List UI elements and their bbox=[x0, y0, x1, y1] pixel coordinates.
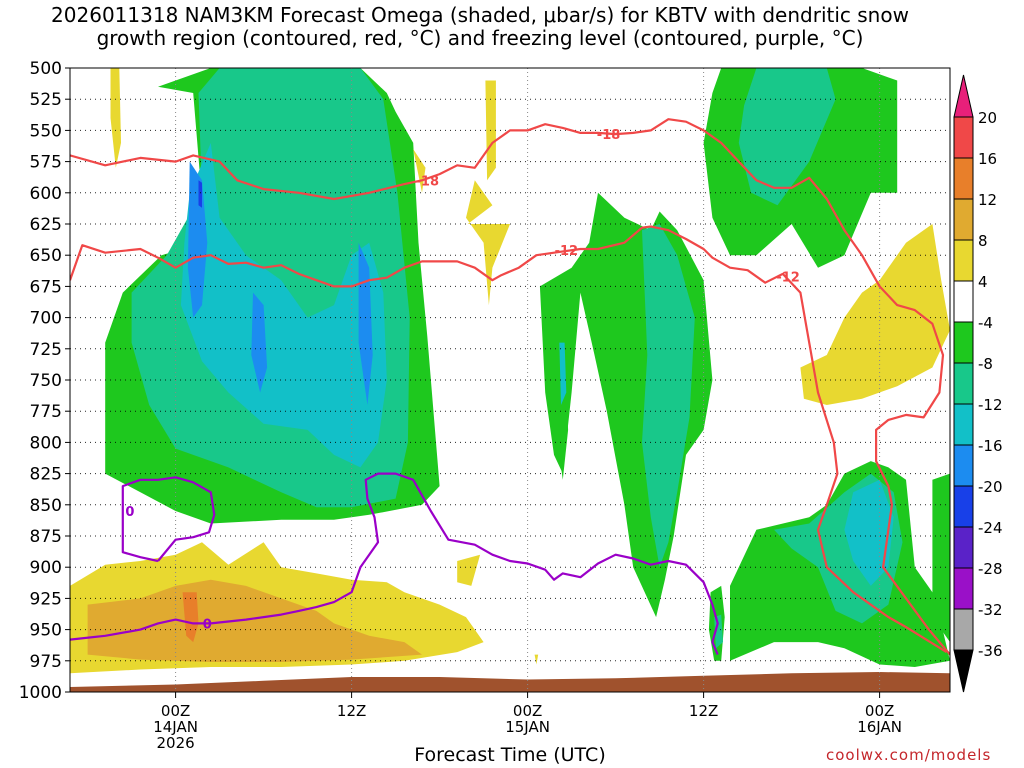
colorbar-swatch-10 bbox=[954, 527, 973, 568]
y-tick-label-1000: 1000 bbox=[19, 683, 62, 703]
colorbar-swatch-8 bbox=[954, 445, 973, 486]
x-tick-label-2-1: 15JAN bbox=[505, 718, 550, 736]
colorbar-swatch-5 bbox=[954, 322, 973, 363]
colorbar-top-extend bbox=[954, 75, 973, 117]
omega-region-26 bbox=[457, 555, 480, 586]
colorbar-label-12: -32 bbox=[978, 601, 1003, 619]
omega-region-28 bbox=[535, 655, 539, 665]
colorbar-swatch-2 bbox=[954, 199, 973, 240]
y-tick-label-800: 800 bbox=[30, 433, 62, 453]
colorbar-label-2: 12 bbox=[978, 191, 997, 209]
colorbar-swatch-1 bbox=[954, 158, 973, 199]
colorbar-swatch-9 bbox=[954, 486, 973, 527]
dgz-contour-label-1: -18 bbox=[597, 128, 621, 143]
x-tick-label-4-1: 16JAN bbox=[857, 718, 902, 736]
colorbar-label-3: 8 bbox=[978, 232, 988, 250]
omega-region-6 bbox=[199, 180, 203, 208]
y-tick-label-650: 650 bbox=[30, 246, 62, 266]
y-tick-label-575: 575 bbox=[30, 153, 62, 173]
freezing-level-contour-label-0: 0 bbox=[203, 617, 212, 632]
colorbar-swatch-11 bbox=[954, 568, 973, 609]
colorbar: 20 16 12 8 4 -4 -8 -12 -16 -20 -24 -28 -32 -36 bbox=[954, 75, 1003, 692]
dgz-contour-label-0: -18 bbox=[416, 174, 440, 189]
omega-region-18 bbox=[932, 474, 950, 642]
y-tick-label-725: 725 bbox=[30, 340, 62, 360]
website-credit[interactable]: coolwx.com/models bbox=[826, 746, 991, 764]
colorbar-label-10: -24 bbox=[978, 519, 1003, 537]
y-tick-label-825: 825 bbox=[30, 465, 62, 485]
y-tick-label-500: 500 bbox=[30, 59, 62, 79]
y-tick-label-550: 550 bbox=[30, 121, 62, 141]
y-tick-label-625: 625 bbox=[30, 215, 62, 235]
ground-layer bbox=[70, 672, 950, 692]
colorbar-swatch-6 bbox=[954, 363, 973, 404]
x-tick-label-1-0: 12Z bbox=[337, 702, 366, 720]
colorbar-label-9: -20 bbox=[978, 478, 1003, 496]
y-tick-label-950: 950 bbox=[30, 621, 62, 641]
omega-region-22 bbox=[111, 68, 122, 168]
omega-time-height-chart: -18 -18 -12 -12 0 0 500 525 550 575 600 625 650 675 7… bbox=[0, 0, 1024, 768]
pressure-axis: 500 525 550 575 600 625 650 675 700 725 750 775 800 8… bbox=[19, 59, 70, 703]
colorbar-label-0: 20 bbox=[978, 109, 997, 127]
colorbar-bottom-extend bbox=[954, 650, 973, 692]
colorbar-label-1: 16 bbox=[978, 150, 997, 168]
x-axis-title: Forecast Time (UTC) bbox=[70, 744, 950, 766]
colorbar-label-8: -16 bbox=[978, 437, 1003, 455]
y-tick-label-850: 850 bbox=[30, 496, 62, 516]
colorbar-swatch-0 bbox=[954, 117, 973, 158]
omega-shading-layer bbox=[70, 68, 950, 673]
colorbar-label-13: -36 bbox=[978, 642, 1003, 660]
dgz-contour-label-3: -12 bbox=[776, 270, 800, 285]
x-tick-label-3-0: 12Z bbox=[689, 702, 718, 720]
colorbar-label-11: -28 bbox=[978, 560, 1003, 578]
y-tick-label-600: 600 bbox=[30, 184, 62, 204]
y-tick-label-750: 750 bbox=[30, 371, 62, 391]
ground-surface bbox=[70, 672, 950, 692]
colorbar-swatch-12 bbox=[954, 609, 973, 650]
y-tick-label-700: 700 bbox=[30, 309, 62, 329]
y-tick-label-900: 900 bbox=[30, 558, 62, 578]
omega-region-25 bbox=[466, 180, 510, 305]
colorbar-label-5: -4 bbox=[978, 314, 993, 332]
colorbar-swatch-3 bbox=[954, 240, 973, 281]
colorbar-label-4: 4 bbox=[978, 273, 988, 291]
y-tick-label-675: 675 bbox=[30, 277, 62, 297]
colorbar-label-7: -12 bbox=[978, 396, 1003, 414]
y-tick-label-525: 525 bbox=[30, 90, 62, 110]
y-tick-label-975: 975 bbox=[30, 652, 62, 672]
colorbar-swatch-7 bbox=[954, 404, 973, 445]
dgz-contour-label-2: -12 bbox=[555, 244, 579, 259]
y-tick-label-775: 775 bbox=[30, 402, 62, 422]
freezing-level-contour-label-1: 0 bbox=[125, 505, 134, 520]
colorbar-label-6: -8 bbox=[978, 355, 993, 373]
colorbar-swatch-4 bbox=[954, 281, 973, 322]
y-tick-label-875: 875 bbox=[30, 527, 62, 547]
y-tick-label-925: 925 bbox=[30, 589, 62, 609]
